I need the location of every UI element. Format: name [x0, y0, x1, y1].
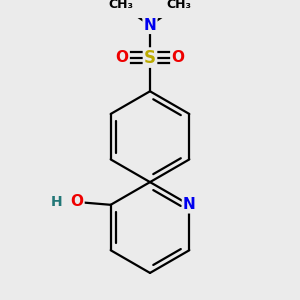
Text: H: H [51, 195, 62, 209]
Text: CH₃: CH₃ [108, 0, 133, 11]
Text: N: N [183, 197, 196, 212]
Text: O: O [70, 194, 83, 209]
Text: O: O [116, 50, 129, 65]
Text: CH₃: CH₃ [167, 0, 192, 11]
Text: O: O [171, 50, 184, 65]
Text: S: S [144, 49, 156, 67]
Text: N: N [144, 18, 156, 33]
